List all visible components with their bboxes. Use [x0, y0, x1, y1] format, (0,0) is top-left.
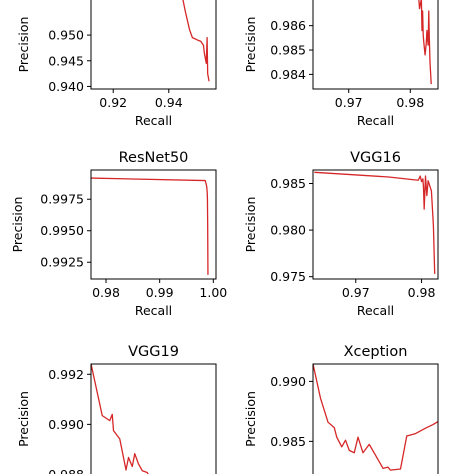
- x-tick-label: 0.97: [342, 285, 370, 300]
- subplot-title: Xception: [344, 344, 408, 360]
- y-tick-label: 0.950: [48, 28, 84, 43]
- subplot-1: 0.940 0.945 0.950 0.92 0.94 Recall Precision: [16, 0, 217, 128]
- y-tick-label: 0.990: [270, 374, 306, 389]
- y-axis-label: Precision: [16, 391, 31, 447]
- y-tick-label: 0.990: [48, 417, 84, 432]
- subplot-title: VGG16: [350, 150, 401, 166]
- x-axis-label: Recall: [135, 113, 172, 128]
- axes-frame: [312, 363, 439, 474]
- x-tick-label: 0.99: [146, 285, 174, 300]
- axes-frame: [312, 0, 439, 90]
- x-tick-label: 1.00: [199, 285, 227, 300]
- x-tick-label: 0.94: [155, 95, 183, 110]
- y-tick-label: 0.985: [270, 43, 306, 58]
- y-tick-label: 0.992: [48, 367, 84, 382]
- y-tick-label: 0.945: [48, 53, 84, 68]
- axes-frame: [90, 0, 217, 90]
- pr-curve-line: [418, 0, 432, 85]
- x-tick-label: 0.98: [408, 285, 436, 300]
- y-tick-label: 0.985: [270, 434, 306, 449]
- pr-curve-line: [182, 0, 210, 82]
- x-axis-label: Recall: [357, 303, 394, 318]
- y-axis-label: Precision: [243, 17, 258, 73]
- pr-curve-line: [91, 177, 209, 275]
- y-tick-label: 0.986: [270, 18, 306, 33]
- x-tick-label: 0.98: [396, 95, 424, 110]
- x-tick-label: 0.98: [92, 285, 120, 300]
- pr-curve-line: [314, 171, 436, 274]
- y-tick-label: 0.9975: [40, 192, 84, 207]
- subplot-title: VGG19: [128, 344, 179, 360]
- y-tick-label: 0.988: [48, 467, 84, 474]
- y-tick-label: 0.985: [270, 176, 306, 191]
- y-axis-label: Precision: [16, 17, 31, 73]
- y-tick-label: 0.975: [270, 269, 306, 284]
- y-tick-label: 0.9925: [40, 255, 84, 270]
- x-axis-label: Recall: [357, 113, 394, 128]
- x-tick-label: 0.92: [99, 95, 127, 110]
- y-tick-label: 0.940: [48, 79, 84, 94]
- y-axis-label: Precision: [243, 197, 258, 253]
- subplot-5: 0.988 0.990 0.992 Precision VGG19: [16, 344, 217, 474]
- x-axis-label: Recall: [135, 303, 172, 318]
- pr-curve-line: [91, 364, 149, 474]
- subplot-title: ResNet50: [119, 150, 189, 166]
- axes-frame: [312, 169, 439, 280]
- subplot-3: 0.9925 0.9950 0.9975 0.98 0.99 1.00 Recall Prec…: [10, 150, 227, 318]
- x-tick-label: 0.97: [335, 95, 363, 110]
- axes-frame: [90, 363, 217, 474]
- y-tick-label: 0.980: [270, 223, 306, 238]
- y-tick-label: 0.984: [270, 67, 306, 82]
- axes-frame: [90, 169, 217, 280]
- subplot-6: 0.985 0.990 Precision Xception: [243, 344, 439, 474]
- y-tick-label: 0.9950: [40, 223, 84, 238]
- pr-curve-line: [313, 364, 438, 471]
- y-axis-label: Precision: [10, 197, 25, 253]
- y-axis-label: Precision: [243, 391, 258, 447]
- subplot-4: 0.975 0.980 0.985 0.97 0.98 Recall Precision VG…: [243, 150, 439, 318]
